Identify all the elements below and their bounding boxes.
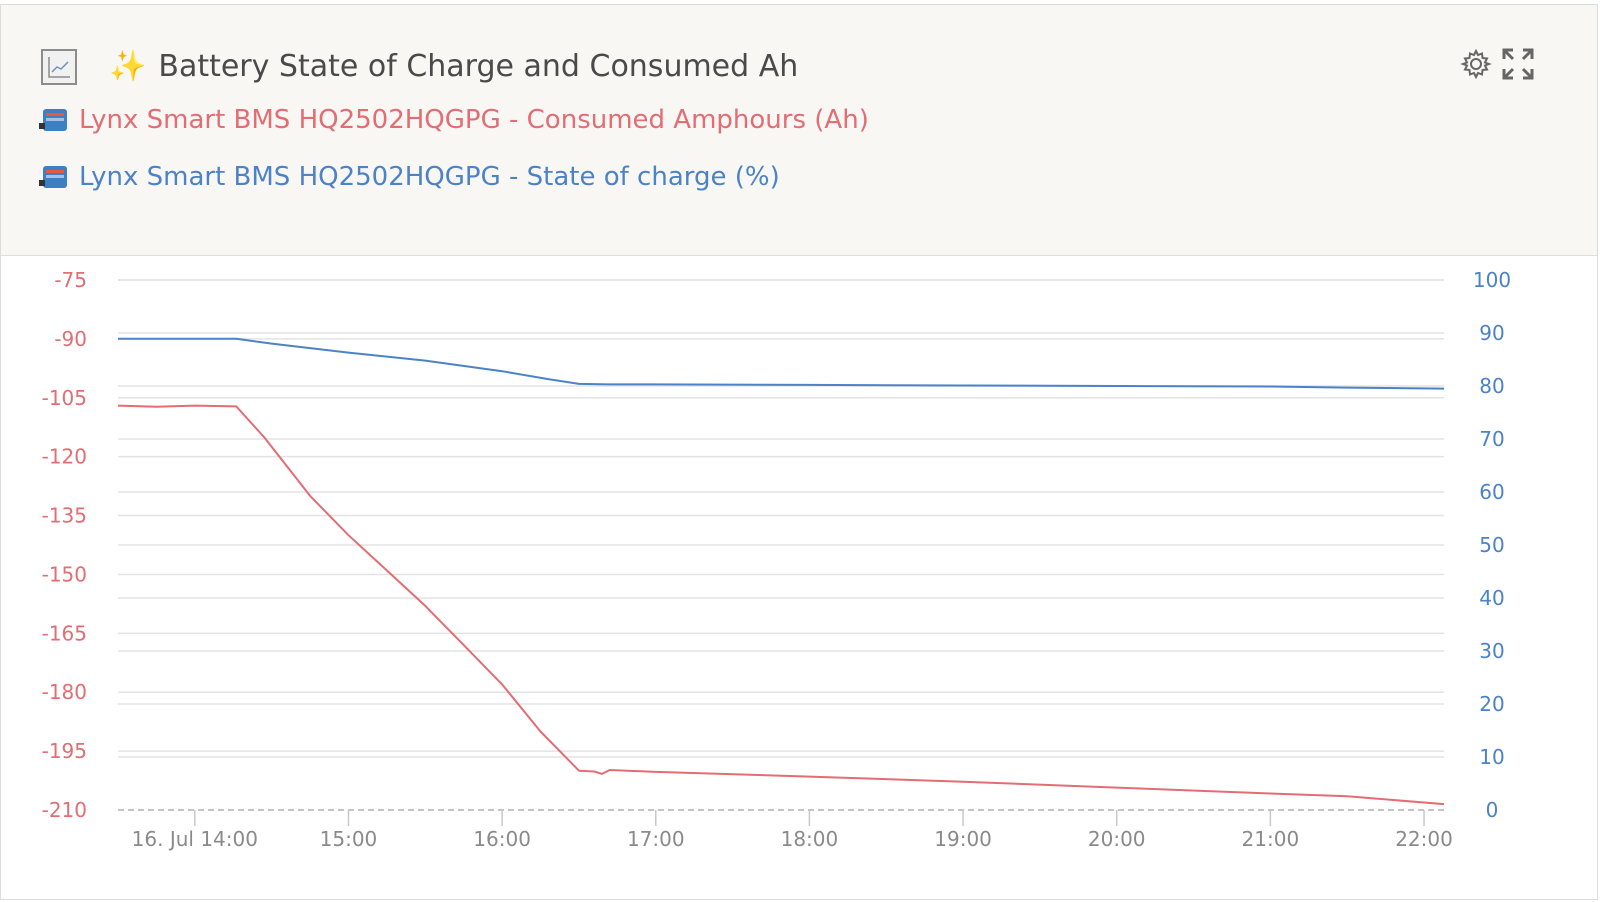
widget-header: ✨ Battery State of Charge and Consumed Ah… bbox=[1, 5, 1597, 256]
x-tick-label: 22:00 bbox=[1395, 827, 1453, 851]
left-tick-label: -150 bbox=[42, 562, 87, 586]
series-line-consumed-ah bbox=[117, 404, 1445, 806]
right-tick-label: 40 bbox=[1479, 586, 1504, 610]
x-tick-label: 20:00 bbox=[1088, 827, 1146, 851]
left-axis-ticks: -75 -90 -105 -120 -135 -150 -165 -180 -195 -210 bbox=[42, 268, 87, 822]
right-tick-label: 60 bbox=[1479, 480, 1504, 504]
left-tick-label: -105 bbox=[42, 386, 87, 410]
legend-label: Lynx Smart BMS HQ2502HQGPG - Consumed Am… bbox=[79, 105, 869, 135]
chart-area: -75 -90 -105 -120 -135 -150 -165 -180 -195 -210 1… bbox=[42, 268, 1511, 851]
left-tick-label: -135 bbox=[42, 504, 87, 528]
expand-icon bbox=[1502, 48, 1534, 80]
left-tick-label: -120 bbox=[42, 445, 87, 469]
series-group bbox=[117, 337, 1445, 806]
left-tick-label: -210 bbox=[42, 798, 87, 822]
legend-item-state-of-charge[interactable]: Lynx Smart BMS HQ2502HQGPG - State of ch… bbox=[39, 162, 780, 192]
left-tick-label: -180 bbox=[42, 680, 87, 704]
widget-title-text: Battery State of Charge and Consumed Ah bbox=[158, 49, 799, 84]
line-chart-icon bbox=[41, 49, 77, 85]
left-tick-label: -165 bbox=[42, 621, 87, 645]
legend-label: Lynx Smart BMS HQ2502HQGPG - State of ch… bbox=[79, 162, 780, 192]
left-tick-label: -75 bbox=[54, 268, 87, 292]
right-tick-label: 10 bbox=[1479, 745, 1504, 769]
series-line-state-of-charge bbox=[118, 337, 1445, 390]
left-tick-label: -90 bbox=[54, 327, 87, 351]
x-axis: 16. Jul 14:00 15:00 16:00 17:00 18:00 19:00 20… bbox=[118, 809, 1453, 851]
right-tick-label: 70 bbox=[1479, 427, 1504, 451]
x-tick-label: 18:00 bbox=[781, 827, 839, 851]
right-tick-label: 50 bbox=[1479, 533, 1504, 557]
expand-button[interactable] bbox=[1501, 47, 1535, 81]
settings-button[interactable] bbox=[1459, 47, 1493, 81]
x-tick-label: 16:00 bbox=[473, 827, 531, 851]
gear-icon bbox=[1460, 48, 1492, 80]
lynx-bms-device-icon bbox=[39, 166, 67, 188]
x-tick-label: 21:00 bbox=[1242, 827, 1300, 851]
x-tick-label: 17:00 bbox=[627, 827, 685, 851]
right-tick-label: 0 bbox=[1486, 798, 1499, 822]
right-tick-label: 90 bbox=[1479, 321, 1504, 345]
right-tick-label: 20 bbox=[1479, 692, 1504, 716]
grid-lines bbox=[118, 279, 1444, 758]
right-tick-label: 30 bbox=[1479, 639, 1504, 663]
x-tick-label: 15:00 bbox=[320, 827, 378, 851]
widget-title: ✨ Battery State of Charge and Consumed Ah bbox=[109, 49, 798, 84]
x-tick-label: 19:00 bbox=[934, 827, 992, 851]
legend-item-consumed-ah[interactable]: Lynx Smart BMS HQ2502HQGPG - Consumed Am… bbox=[39, 105, 869, 135]
sparkles-icon: ✨ bbox=[109, 49, 147, 84]
right-tick-label: 100 bbox=[1473, 268, 1511, 292]
lynx-bms-device-icon bbox=[39, 109, 67, 131]
right-tick-label: 80 bbox=[1479, 374, 1504, 398]
left-tick-label: -195 bbox=[42, 739, 87, 763]
x-tick-label: 16. Jul 14:00 bbox=[132, 827, 258, 851]
